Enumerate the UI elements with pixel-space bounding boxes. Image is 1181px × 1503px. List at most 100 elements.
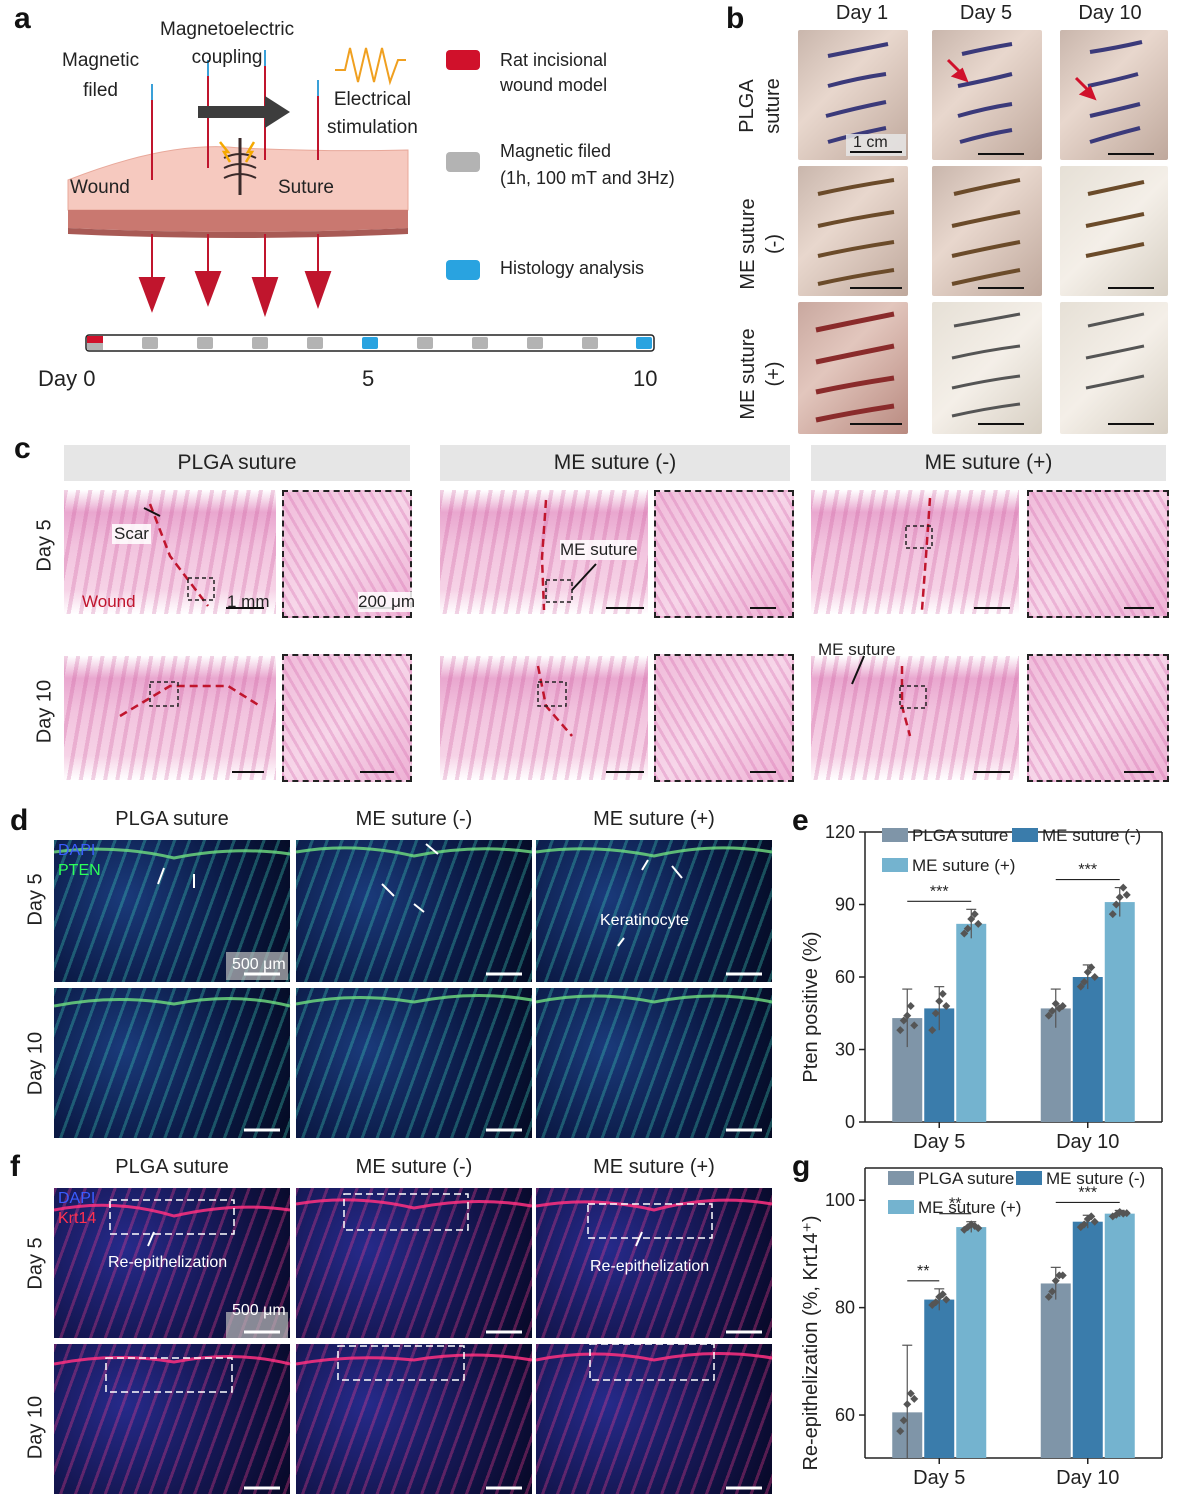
g-sig-label-2: ***: [1078, 1184, 1097, 1201]
panel-label-g: g: [792, 1150, 811, 1183]
c-scale-1mm: 1 mm: [227, 592, 270, 611]
g-point-1-1-3: [1087, 1212, 1096, 1221]
e-point-0-1-0: [1044, 1011, 1053, 1020]
d-stain-dapi: DAPI: [58, 842, 96, 859]
e-ytick-label-1: 30: [835, 1040, 855, 1060]
g-point-0-1-4: [1058, 1271, 1067, 1280]
e-bar-2-0: [956, 923, 987, 1122]
b-col-day5: Day 5: [959, 2, 1013, 24]
e-point-1-1-3: [1087, 963, 1096, 972]
d-scale-label: 500 μm: [232, 956, 286, 973]
c-header-plga: PLGA suture: [64, 445, 410, 481]
c-he-meminus-day10: [440, 656, 648, 780]
f-header-meminus: ME suture (-): [355, 1156, 473, 1178]
g-xtick-label-0: Day 5: [913, 1467, 965, 1489]
wound-label: Wound: [70, 177, 130, 198]
e-point-0-1-2: [1051, 999, 1060, 1008]
panel-label-c: c: [14, 432, 31, 465]
e-ylabel: Pten positive (%): [800, 931, 822, 1082]
c-header-meminus: ME suture (-): [440, 445, 790, 481]
g-point-0-1-0: [1044, 1292, 1053, 1301]
f-overlays: [54, 1193, 773, 1490]
d-overlays: [54, 843, 773, 1132]
e-point-1-0-2: [935, 997, 944, 1006]
e-point-1-1-1: [1080, 977, 1089, 986]
magnetic-field-label: Magnetic filed: [62, 50, 140, 101]
c-row-day5: Day 5: [33, 519, 56, 572]
e-xtick-label-0: Day 5: [913, 1131, 965, 1153]
e-point-2-0-1: [963, 924, 972, 933]
electrical-stimulation-label: Electrical stimulation: [327, 89, 418, 138]
g-legend-swatch-0: [888, 1171, 914, 1185]
c-scar-label: Scar: [112, 524, 151, 544]
panel-label-f: f: [10, 1150, 20, 1183]
d-fl-meplus-day10: [536, 988, 772, 1138]
timeline-day5: 5: [362, 366, 375, 391]
c-he-meminus-day10-zoom: [654, 654, 794, 782]
c-wound-label: Wound: [82, 592, 136, 611]
g-bar-2-0: [956, 1227, 987, 1458]
b-photo-plga-day10: [1060, 30, 1168, 160]
d-fl-plga-day10: [54, 988, 290, 1138]
g-point-0-1-1: [1048, 1287, 1057, 1296]
g-point-2-1-4: [1122, 1209, 1131, 1218]
g-xtick-label-1: Day 10: [1056, 1467, 1119, 1489]
c-he-plga-day10-zoom: [282, 654, 412, 782]
e-legend-swatch-1: [1012, 828, 1038, 842]
d-stain-pten: PTEN: [58, 862, 101, 879]
f-stain-dapi: DAPI: [58, 1190, 96, 1207]
e-legend-swatch-2: [882, 858, 908, 872]
b-row-me-minus: ME suture (-): [737, 198, 785, 290]
e-point-1-0-0: [928, 1026, 937, 1035]
e-point-1-1-0: [1076, 982, 1085, 991]
b-scale-label: 1 cm: [853, 134, 888, 151]
g-bar-0-1: [1040, 1283, 1071, 1458]
g-ytick-label-0: 60: [835, 1405, 855, 1425]
e-bar-2-1: [1104, 902, 1135, 1122]
f-reepi-label-meplus: Re-epithelization: [590, 1258, 710, 1275]
g-point-1-1-4: [1090, 1217, 1099, 1226]
c-he-meplus-day5: [811, 490, 1019, 614]
g-point-0-0-0: [896, 1427, 905, 1436]
e-point-2-0-2: [967, 915, 976, 923]
c-me-suture-label-day10: ME suture: [818, 640, 896, 659]
c-row-day10: Day 10: [33, 679, 56, 744]
f-fl-meplus-day5: [536, 1188, 772, 1338]
e-sig-label-0: ***: [930, 883, 949, 900]
e-legend-label-0: PLGA suture: [912, 826, 1008, 845]
g-point-0-0-4: [910, 1394, 919, 1403]
d-fl-meminus-day5: [296, 840, 532, 982]
legend-swatch-histology: [446, 260, 480, 280]
g-point-0-0-2: [903, 1400, 912, 1409]
e-ytick-label-3: 90: [835, 895, 855, 915]
b-photo-meplus-day10: [1060, 302, 1168, 434]
g-point-2-1-1: [1112, 1210, 1121, 1219]
f-fl-meplus-day10: [536, 1344, 772, 1494]
timeline-bar: [85, 334, 655, 352]
e-point-2-0-4: [974, 919, 983, 928]
legend-label-histology: Histology analysis: [500, 258, 645, 278]
e-point-2-1-0: [1108, 910, 1117, 919]
c-he-plga-day5: [64, 490, 276, 614]
e-legend-label-2: ME suture (+): [912, 856, 1015, 875]
c-he-plga-day10: [64, 656, 276, 780]
e-point-0-0-2: [903, 1011, 912, 1020]
suture-label: Suture: [278, 177, 334, 198]
b-photo-plga-day5: [932, 30, 1042, 160]
g-legend-swatch-2: [888, 1200, 914, 1214]
legend-swatch-magnetic-field: [446, 152, 480, 172]
f-fl-meminus-day10: [296, 1344, 532, 1494]
g-point-0-0-1: [899, 1416, 908, 1425]
b-row-me-plus: ME suture (+): [737, 328, 785, 420]
f-header-plga: PLGA suture: [115, 1156, 229, 1178]
f-row-day10: Day 10: [24, 1395, 47, 1460]
e-point-2-1-3: [1119, 883, 1128, 892]
g-ylabel: Re-epithelization (%, Krt14⁺): [800, 1215, 822, 1470]
b-col-day10: Day 10: [1078, 2, 1142, 24]
panel-label-b: b: [726, 2, 745, 35]
g-point-2-0-2: [967, 1220, 976, 1229]
g-bar-1-1: [1072, 1221, 1103, 1458]
e-point-0-0-1: [899, 1016, 908, 1025]
f-fl-plga-day10: [54, 1344, 290, 1494]
b-suture-strokes: [815, 40, 1154, 425]
